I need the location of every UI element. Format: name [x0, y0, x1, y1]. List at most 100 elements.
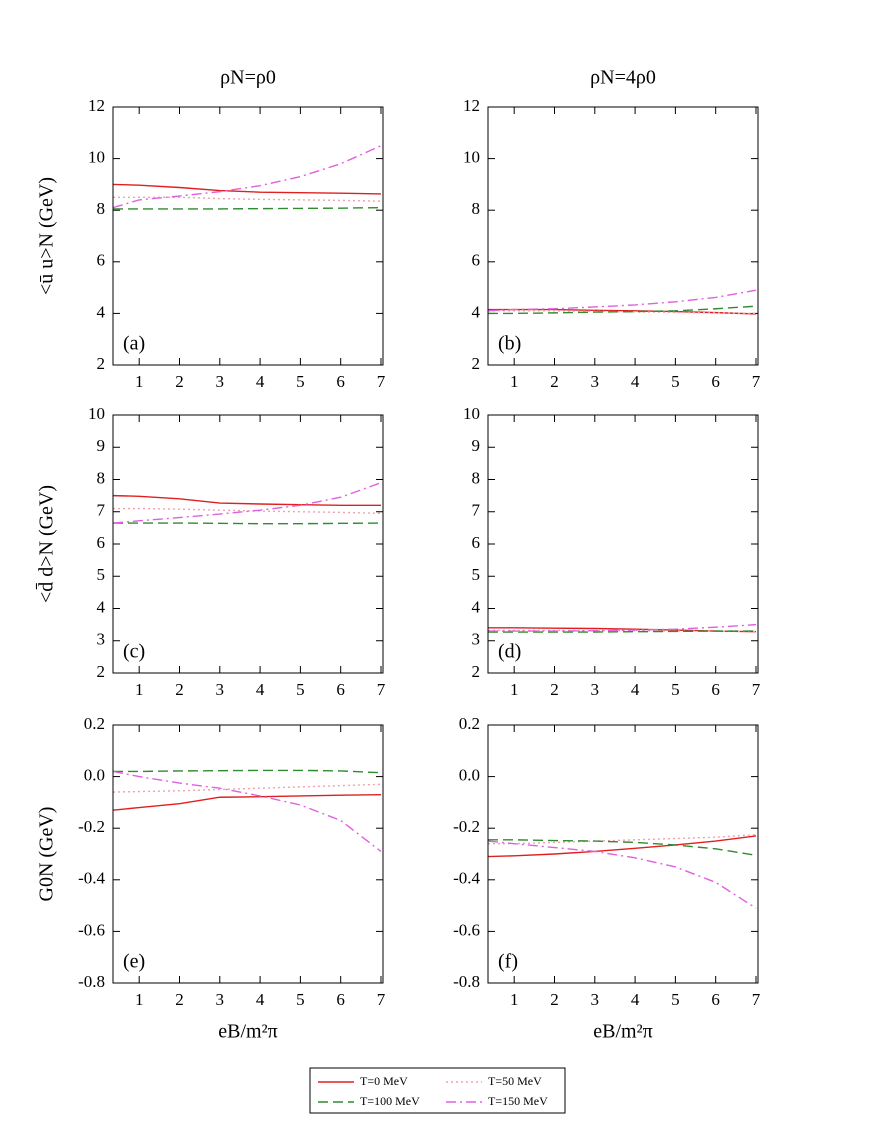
y-tick-label: 2	[97, 662, 106, 681]
plot-frame	[487, 106, 759, 366]
x-tick-label: 6	[336, 680, 345, 699]
x-tick-label: 7	[752, 990, 761, 1009]
y-tick-label: -0.8	[453, 972, 480, 991]
x-tick-label: 1	[510, 990, 519, 1009]
y-tick-label: 3	[97, 630, 106, 649]
y-tick-label: -0.6	[78, 920, 105, 939]
y-tick-label: 5	[472, 565, 481, 584]
x-tick-label: 4	[631, 990, 640, 1009]
x-tick-label: 4	[631, 680, 640, 699]
x-tick-label: 2	[175, 990, 184, 1009]
x-tick-label: 6	[711, 990, 720, 1009]
y-tick-label: 6	[97, 251, 106, 270]
x-tick-label: 1	[135, 372, 144, 391]
y-tick-label: 0.2	[84, 714, 105, 733]
x-tick-label: 7	[752, 680, 761, 699]
y-tick-label: -0.4	[453, 869, 480, 888]
x-tick-label: 3	[591, 680, 600, 699]
y-tick-label: 7	[97, 501, 106, 520]
x-tick-label: 3	[591, 990, 600, 1009]
series-line	[112, 793, 381, 811]
series-line	[113, 769, 382, 774]
series-line	[112, 770, 382, 852]
y-tick-label: 3	[472, 630, 481, 649]
x-axis-label: eB/m²π	[218, 1021, 277, 1043]
series-line	[113, 507, 382, 515]
x-tick-label: 5	[671, 372, 680, 391]
series-line	[488, 630, 756, 633]
series-line	[488, 839, 757, 856]
y-tick-label: 5	[97, 565, 106, 584]
series-line	[488, 305, 757, 315]
x-tick-label: 3	[216, 372, 225, 391]
series-line	[488, 623, 757, 632]
y-axis-label: <d̄ d>N (GeV)	[35, 485, 58, 603]
panel-label: (a)	[123, 333, 145, 355]
series-line	[112, 183, 382, 195]
y-tick-label: 10	[88, 148, 105, 167]
y-tick-label: 0.0	[84, 766, 105, 785]
x-tick-label: 2	[175, 372, 184, 391]
legend-label: T=100 MeV	[360, 1094, 420, 1108]
x-tick-label: 1	[135, 680, 144, 699]
y-tick-label: 10	[88, 404, 105, 423]
y-tick-label: -0.2	[453, 817, 480, 836]
x-tick-label: 5	[671, 680, 680, 699]
plot-frame	[112, 724, 384, 984]
x-tick-label: 4	[256, 680, 265, 699]
series-line	[112, 482, 382, 524]
x-tick-label: 1	[510, 680, 519, 699]
x-tick-label: 2	[550, 680, 559, 699]
legend-label: T=50 MeV	[488, 1074, 542, 1088]
x-tick-label: 2	[550, 990, 559, 1009]
x-tick-label: 6	[336, 372, 345, 391]
y-tick-label: 4	[472, 302, 481, 321]
x-tick-label: 7	[377, 680, 386, 699]
y-tick-label: -0.8	[78, 972, 105, 991]
series-line	[113, 522, 381, 525]
column-title: ρN=4ρ0	[590, 67, 656, 89]
plot-frame	[112, 106, 384, 366]
panel-label: (f)	[498, 951, 518, 973]
y-tick-label: 2	[472, 354, 481, 373]
x-tick-label: 3	[216, 680, 225, 699]
y-tick-label: 10	[463, 148, 480, 167]
y-tick-label: -0.6	[453, 920, 480, 939]
panel-label: (e)	[123, 951, 145, 973]
y-tick-label: 9	[97, 436, 106, 455]
x-tick-label: 4	[256, 372, 265, 391]
x-tick-label: 1	[135, 990, 144, 1009]
y-tick-label: 6	[472, 533, 481, 552]
x-tick-label: 7	[752, 372, 761, 391]
x-tick-label: 7	[377, 372, 386, 391]
y-tick-label: 12	[463, 96, 480, 115]
y-tick-label: -0.4	[78, 869, 105, 888]
series-line	[112, 145, 382, 209]
x-tick-label: 2	[175, 680, 184, 699]
y-tick-label: 8	[472, 199, 481, 218]
y-tick-label: 9	[472, 436, 481, 455]
y-tick-label: -0.2	[78, 817, 105, 836]
y-tick-label: 12	[88, 96, 105, 115]
y-tick-label: 0.0	[459, 766, 480, 785]
y-tick-label: 10	[463, 404, 480, 423]
plot-frame	[487, 724, 759, 984]
x-tick-label: 6	[711, 372, 720, 391]
panel-label: (d)	[498, 641, 521, 663]
x-tick-label: 7	[377, 990, 386, 1009]
series-line	[487, 289, 757, 312]
x-tick-label: 5	[296, 990, 305, 1009]
y-tick-label: 4	[97, 597, 106, 616]
y-tick-label: 6	[472, 251, 481, 270]
x-tick-label: 6	[711, 680, 720, 699]
x-tick-label: 6	[336, 990, 345, 1009]
x-tick-label: 5	[296, 680, 305, 699]
y-tick-label: 7	[472, 501, 481, 520]
panel-label: (c)	[123, 641, 145, 663]
y-tick-label: 4	[97, 302, 106, 321]
y-tick-label: 0.2	[459, 714, 480, 733]
y-tick-label: 8	[97, 199, 106, 218]
x-tick-label: 1	[510, 372, 519, 391]
series-line	[113, 196, 382, 202]
